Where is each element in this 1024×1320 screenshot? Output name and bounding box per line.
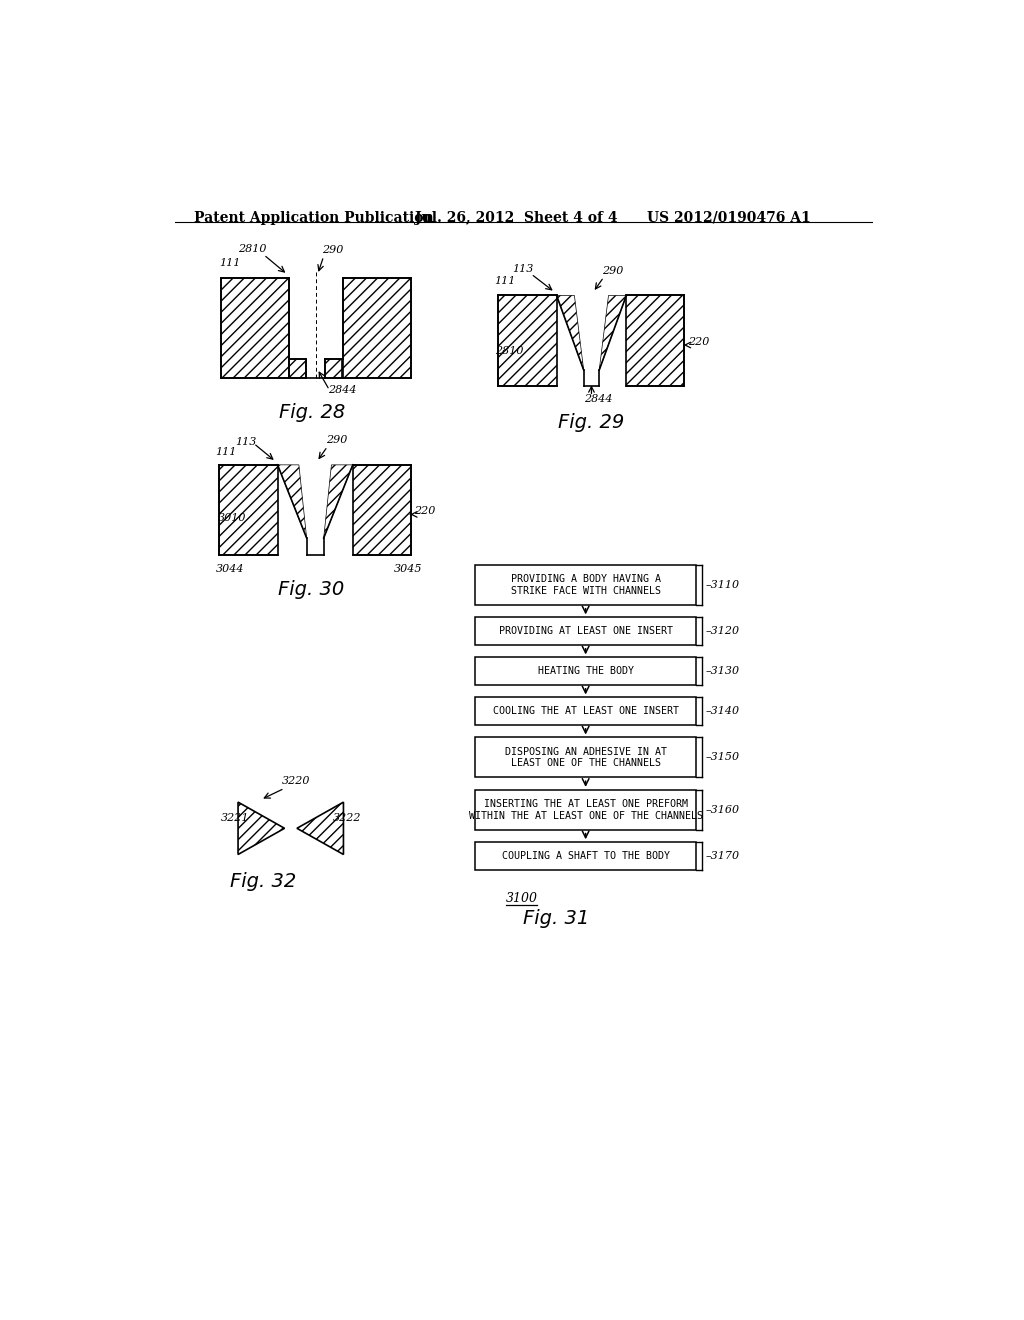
Text: –3130: –3130 xyxy=(706,667,739,676)
Bar xyxy=(475,565,696,605)
Text: DISPOSING AN ADHESIVE IN AT
LEAST ONE OF THE CHANNELS: DISPOSING AN ADHESIVE IN AT LEAST ONE OF… xyxy=(505,747,667,768)
Bar xyxy=(475,789,696,830)
Text: 2844: 2844 xyxy=(584,395,612,404)
Text: 220: 220 xyxy=(687,337,709,347)
Text: 290: 290 xyxy=(602,265,624,276)
Text: Jul. 26, 2012  Sheet 4 of 4: Jul. 26, 2012 Sheet 4 of 4 xyxy=(415,211,617,224)
Text: INSERTING THE AT LEAST ONE PREFORM
WITHIN THE AT LEAST ONE OF THE CHANNELS: INSERTING THE AT LEAST ONE PREFORM WITHI… xyxy=(469,799,702,821)
Bar xyxy=(627,296,684,385)
Text: 3045: 3045 xyxy=(394,564,422,574)
Text: –3160: –3160 xyxy=(706,805,739,814)
Bar xyxy=(289,359,306,378)
Text: 290: 290 xyxy=(326,436,347,445)
Text: COOLING THE AT LEAST ONE INSERT: COOLING THE AT LEAST ONE INSERT xyxy=(493,706,679,717)
Text: HEATING THE BODY: HEATING THE BODY xyxy=(538,667,634,676)
Text: –3110: –3110 xyxy=(706,579,739,590)
Text: –3150: –3150 xyxy=(706,752,739,763)
Text: 290: 290 xyxy=(323,246,343,255)
Text: 111: 111 xyxy=(495,276,516,286)
Text: 113: 113 xyxy=(234,437,256,447)
Text: 2844: 2844 xyxy=(328,385,356,395)
Bar xyxy=(352,465,411,554)
Bar xyxy=(221,277,289,378)
Text: 2810: 2810 xyxy=(495,346,523,356)
Bar xyxy=(219,465,278,554)
Text: –3140: –3140 xyxy=(706,706,739,717)
Text: PROVIDING A BODY HAVING A
STRIKE FACE WITH CHANNELS: PROVIDING A BODY HAVING A STRIKE FACE WI… xyxy=(511,574,660,595)
Text: COUPLING A SHAFT TO THE BODY: COUPLING A SHAFT TO THE BODY xyxy=(502,851,670,861)
Text: Fig. 28: Fig. 28 xyxy=(279,403,345,422)
Text: Patent Application Publication: Patent Application Publication xyxy=(194,211,433,224)
Text: 3044: 3044 xyxy=(216,564,244,574)
Text: 113: 113 xyxy=(512,264,534,275)
Bar xyxy=(475,657,696,685)
Text: 3010: 3010 xyxy=(218,512,247,523)
Text: 2810: 2810 xyxy=(238,244,266,255)
Text: 111: 111 xyxy=(219,259,241,268)
Text: 3221: 3221 xyxy=(221,813,250,822)
Text: Fig. 31: Fig. 31 xyxy=(523,908,590,928)
Bar xyxy=(475,842,696,870)
Text: Fig. 30: Fig. 30 xyxy=(279,579,344,599)
Text: 111: 111 xyxy=(216,447,237,457)
Text: Fig. 32: Fig. 32 xyxy=(230,871,297,891)
Bar xyxy=(499,296,557,385)
Bar xyxy=(343,277,411,378)
Text: US 2012/0190476 A1: US 2012/0190476 A1 xyxy=(647,211,811,224)
Bar xyxy=(325,359,342,378)
Text: –3170: –3170 xyxy=(706,851,739,861)
Bar xyxy=(475,697,696,725)
Text: PROVIDING AT LEAST ONE INSERT: PROVIDING AT LEAST ONE INSERT xyxy=(499,626,673,636)
Text: 3220: 3220 xyxy=(282,776,310,785)
Bar xyxy=(475,738,696,777)
Text: 3100: 3100 xyxy=(506,892,538,906)
Bar xyxy=(475,618,696,645)
Text: Fig. 29: Fig. 29 xyxy=(558,413,625,432)
Text: –3120: –3120 xyxy=(706,626,739,636)
Text: 220: 220 xyxy=(414,507,435,516)
Text: 3222: 3222 xyxy=(333,813,361,822)
